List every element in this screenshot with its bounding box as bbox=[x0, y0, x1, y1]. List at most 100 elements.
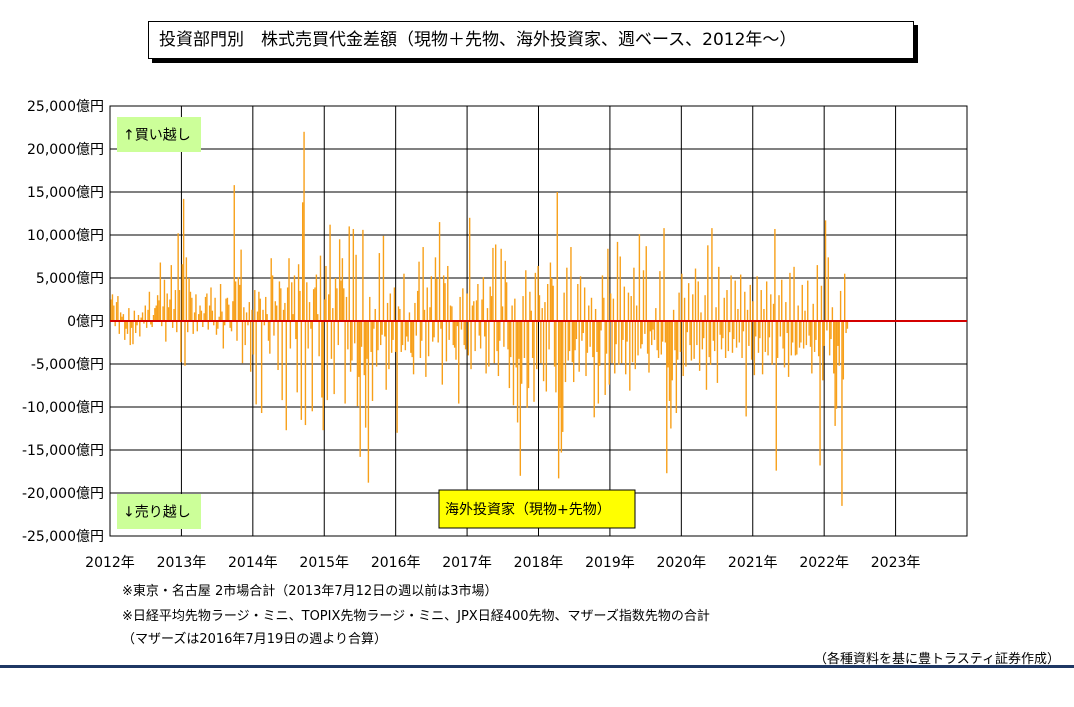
bar bbox=[247, 321, 249, 326]
bar bbox=[637, 321, 639, 356]
bar bbox=[364, 321, 367, 428]
bar bbox=[434, 257, 437, 321]
bar bbox=[332, 308, 334, 321]
bar bbox=[612, 298, 615, 321]
bar bbox=[159, 262, 162, 321]
bar bbox=[815, 321, 817, 340]
bar bbox=[794, 321, 797, 356]
bar bbox=[126, 321, 129, 334]
bar bbox=[401, 321, 404, 346]
bar bbox=[148, 291, 151, 321]
axis-labels-layer: 25,000億円 20,000億円 15,000億円 10,000億円 5,000億円 0… bbox=[22, 99, 920, 571]
bar bbox=[111, 294, 114, 321]
bar bbox=[711, 228, 713, 321]
bar bbox=[414, 302, 416, 321]
bar bbox=[764, 321, 767, 352]
bar bbox=[826, 321, 828, 331]
bar bbox=[333, 321, 335, 395]
x-tick-label: 2017年 bbox=[442, 555, 492, 571]
bar bbox=[440, 321, 442, 329]
bar bbox=[425, 321, 427, 377]
bar bbox=[734, 280, 736, 321]
bar bbox=[369, 296, 371, 321]
bar bbox=[304, 321, 307, 426]
bar bbox=[286, 287, 289, 321]
bar bbox=[686, 321, 688, 333]
bar bbox=[664, 321, 667, 343]
bar bbox=[746, 309, 749, 321]
bar bbox=[629, 321, 631, 391]
bar bbox=[744, 291, 746, 321]
bar bbox=[678, 292, 680, 321]
bar bbox=[185, 257, 188, 321]
bar bbox=[802, 321, 805, 349]
bar bbox=[842, 321, 845, 380]
bar bbox=[415, 321, 417, 336]
bar bbox=[499, 321, 501, 341]
y-tick-label: 5,000億円 bbox=[36, 271, 104, 287]
bar bbox=[119, 312, 122, 321]
bar bbox=[696, 321, 698, 346]
bar bbox=[385, 321, 387, 390]
bar bbox=[471, 305, 474, 321]
bar bbox=[389, 293, 391, 321]
bar bbox=[562, 321, 564, 432]
bar bbox=[560, 321, 563, 453]
bar bbox=[574, 321, 576, 351]
bar bbox=[607, 248, 609, 321]
bar bbox=[682, 321, 684, 377]
bar bbox=[218, 316, 220, 321]
bar bbox=[255, 321, 257, 405]
bar bbox=[585, 321, 587, 377]
bar bbox=[807, 280, 809, 321]
bar bbox=[445, 321, 448, 362]
bar bbox=[701, 321, 704, 350]
bar bbox=[293, 275, 296, 321]
bar bbox=[155, 305, 157, 321]
bar bbox=[765, 281, 768, 321]
bar bbox=[787, 321, 790, 377]
bar bbox=[307, 321, 309, 349]
y-tick-label: -5,000億円 bbox=[31, 357, 104, 373]
bar bbox=[344, 321, 346, 404]
bar bbox=[763, 308, 765, 321]
bar bbox=[623, 286, 626, 321]
bar bbox=[137, 314, 140, 321]
bar bbox=[256, 311, 259, 321]
bar bbox=[270, 258, 272, 321]
bar bbox=[176, 321, 178, 333]
bar bbox=[672, 309, 675, 321]
bar bbox=[228, 304, 230, 321]
bar bbox=[397, 306, 400, 321]
bar bbox=[729, 321, 731, 333]
bar bbox=[600, 321, 602, 331]
bar bbox=[551, 278, 553, 321]
bar bbox=[697, 281, 699, 321]
bar bbox=[533, 321, 535, 402]
bar bbox=[308, 302, 311, 321]
bar bbox=[785, 302, 787, 321]
bar bbox=[432, 321, 434, 342]
bar bbox=[767, 321, 769, 356]
bar bbox=[258, 291, 260, 321]
bar bbox=[130, 321, 133, 328]
bar bbox=[341, 258, 344, 321]
bar bbox=[567, 321, 569, 361]
bar bbox=[259, 298, 261, 321]
bar bbox=[571, 321, 574, 363]
bar bbox=[492, 247, 494, 321]
bar bbox=[147, 309, 149, 321]
bar bbox=[505, 282, 508, 321]
bar bbox=[774, 228, 776, 321]
bar bbox=[390, 321, 393, 353]
bar bbox=[534, 272, 537, 321]
bar bbox=[144, 305, 146, 321]
y-tick-label: -15,000億円 bbox=[22, 443, 104, 459]
bar bbox=[203, 313, 205, 321]
bar bbox=[319, 255, 322, 321]
bar bbox=[410, 321, 412, 353]
bar bbox=[490, 296, 493, 321]
bar bbox=[796, 321, 798, 355]
bar bbox=[363, 321, 365, 376]
bar bbox=[444, 283, 446, 321]
